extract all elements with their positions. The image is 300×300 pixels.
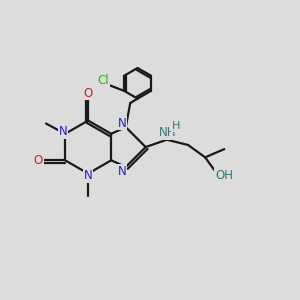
Text: N: N bbox=[84, 169, 92, 182]
Text: Cl: Cl bbox=[97, 74, 109, 88]
Text: N: N bbox=[118, 165, 127, 178]
Text: H: H bbox=[172, 122, 181, 131]
Text: NH: NH bbox=[159, 126, 176, 139]
Text: N: N bbox=[59, 125, 68, 138]
Text: N: N bbox=[118, 117, 127, 130]
Text: OH: OH bbox=[215, 169, 233, 182]
Text: O: O bbox=[34, 154, 43, 167]
Text: O: O bbox=[83, 87, 93, 100]
